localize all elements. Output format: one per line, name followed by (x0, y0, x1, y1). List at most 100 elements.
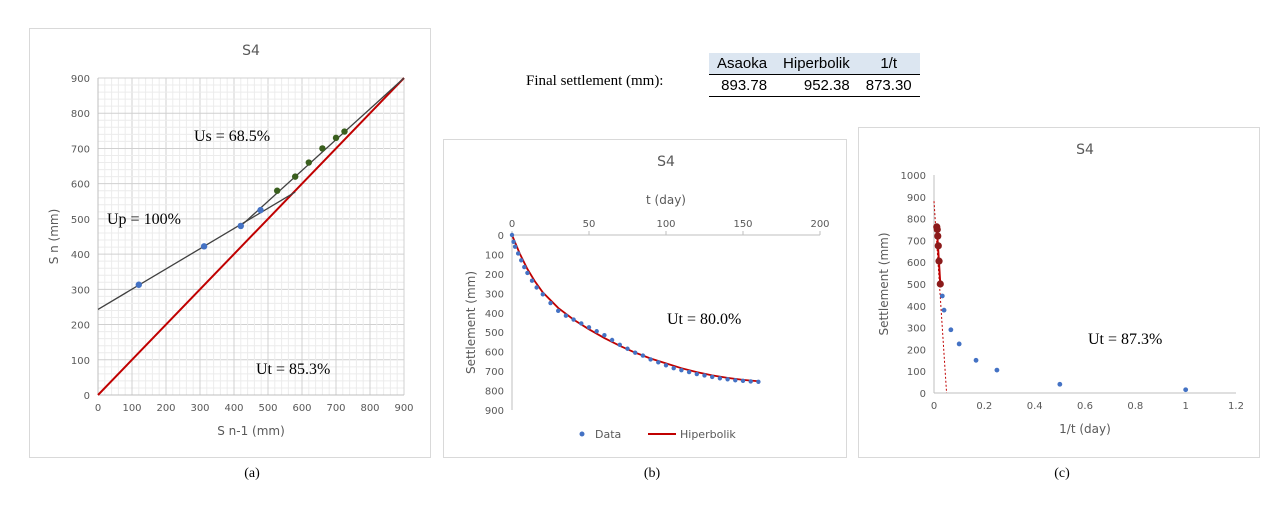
data-point (733, 378, 738, 383)
chart-a: 0 100 200 300 400 500 600 700 800 900 0 100 200 300 40… (47, 43, 414, 438)
y-tick-label: 200 (485, 270, 504, 281)
data-point (663, 363, 669, 368)
x-tick-label: 200 (810, 219, 829, 230)
data-point-fit (935, 257, 943, 265)
data-point (973, 357, 979, 363)
data-point-secondary (273, 187, 281, 194)
y-tick-label: 0 (84, 391, 90, 402)
x-axis-label: t (day) (646, 193, 686, 207)
y-tick-label: 800 (907, 215, 926, 226)
data-point-secondary (341, 128, 348, 135)
data-point-primary (200, 243, 208, 250)
data-point-primary (257, 206, 264, 214)
x-tick-label: 0.2 (976, 401, 992, 412)
data-point (956, 341, 962, 347)
chart-b-panel: 0 50 100 150 200 0 100 200 300 400 500 600 700 800 900… (443, 139, 847, 458)
y-tick-label: 300 (907, 324, 926, 335)
x-tick-label: 0.8 (1127, 401, 1143, 412)
data-point (525, 270, 530, 276)
data-point (694, 371, 699, 377)
y-axis-label: S n (mm) (47, 209, 61, 265)
data-point (563, 313, 569, 318)
y-tick-label: 400 (485, 309, 504, 320)
y-tick-label: 900 (71, 74, 90, 85)
x-tick-label: 600 (292, 403, 311, 414)
legend-label-hiperbolik: Hiperbolik (680, 428, 736, 441)
caption-c: (c) (1054, 466, 1070, 481)
header-asaoka: Asaoka (709, 53, 776, 75)
data-point-secondary (292, 173, 299, 180)
data-point (529, 278, 535, 283)
data-point (540, 292, 545, 297)
data-point (509, 232, 515, 238)
x-tick-label: 0 (95, 403, 101, 414)
x-tick-label: 0 (931, 401, 937, 412)
y-tick-label: 300 (485, 289, 504, 300)
x-tick-label: 0 (509, 219, 515, 230)
series-hiperbolik-line (511, 234, 759, 383)
fit-line-2 (240, 77, 405, 227)
legend-marker-data (579, 431, 585, 437)
x-tick-label: 200 (156, 403, 175, 414)
x-tick-label: 1.2 (1228, 401, 1244, 412)
data-point (594, 329, 599, 334)
data-point (941, 307, 947, 313)
data-point (679, 367, 684, 373)
data-point (512, 244, 518, 249)
data-point-secondary (305, 159, 312, 166)
data-point (717, 376, 723, 381)
x-axis-label: S n-1 (mm) (217, 424, 285, 438)
data-point-primary (135, 281, 142, 288)
data-point (625, 346, 630, 351)
data-point-secondary (332, 134, 340, 142)
x-tick-label: 100 (122, 403, 141, 414)
y-tick-label: 500 (71, 215, 90, 226)
data-point-fit (934, 232, 942, 240)
reference-line-45 (97, 77, 405, 396)
x-tick-label: 50 (583, 219, 596, 230)
data-point (686, 369, 692, 375)
y-tick-label: 400 (71, 250, 90, 261)
data-point (519, 258, 524, 263)
data-point (748, 379, 753, 384)
data-point (511, 239, 516, 245)
data-point-fit (936, 280, 944, 288)
data-point (571, 317, 576, 322)
data-point (556, 308, 561, 314)
y-tick-label: 700 (485, 367, 504, 378)
chart-c-panel: 0 0.2 0.4 0.6 0.8 1 1.2 0 100 200 300 400 500 600 700 8… (858, 127, 1260, 458)
data-point (617, 342, 622, 348)
data-point (648, 357, 653, 362)
x-tick-label: 300 (190, 403, 209, 414)
data-point (640, 353, 646, 358)
data-point (1057, 381, 1063, 387)
y-tick-label: 100 (907, 367, 926, 378)
y-tick-label: 1000 (901, 171, 926, 182)
x-tick-label: 800 (360, 403, 379, 414)
chart-title: S4 (1076, 142, 1094, 158)
x-axis-label: 1/t (day) (1059, 422, 1111, 436)
data-point (602, 332, 607, 338)
y-tick-label: 0 (920, 389, 926, 400)
x-tick-label: 0.6 (1077, 401, 1093, 412)
data-point (522, 264, 527, 270)
y-tick-label: 600 (907, 258, 926, 269)
x-tick-label: 1 (1182, 401, 1188, 412)
final-settlement-label: Final settlement (mm): (526, 73, 664, 89)
y-tick-label: 500 (485, 328, 504, 339)
annotation-ut-c: Ut = 87.3% (1088, 331, 1163, 348)
value-asaoka: 893.78 (709, 74, 776, 97)
data-point (548, 300, 553, 306)
y-tick-label: 800 (485, 387, 504, 398)
y-tick-label: 700 (907, 236, 926, 247)
caption-b: (b) (643, 466, 661, 481)
y-axis-label: Settlement (mm) (877, 232, 891, 335)
data-point (656, 360, 661, 365)
y-tick-label: 100 (485, 250, 504, 261)
caption-a: (a) (244, 466, 260, 481)
data-point-fit (933, 223, 941, 231)
data-point (609, 337, 615, 343)
x-tick-label: 0.4 (1027, 401, 1043, 412)
y-tick-label: 300 (71, 285, 90, 296)
y-tick-label: 600 (71, 180, 90, 191)
